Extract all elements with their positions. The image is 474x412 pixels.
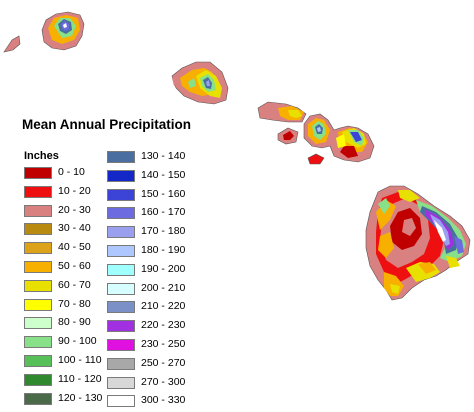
legend-swatch: [107, 338, 135, 351]
island-kahoolawe: [307, 153, 325, 165]
legend-swatch: [24, 279, 52, 292]
legend-label: 190 - 200: [141, 262, 186, 275]
legend-label: 200 - 210: [141, 281, 186, 294]
island-molokai: [257, 101, 307, 123]
legend-swatch: [24, 336, 52, 349]
legend-label: 0 - 10: [58, 166, 85, 178]
legend-swatch: [24, 204, 52, 217]
legend-swatch: [24, 373, 52, 386]
legend-label: 300 - 330: [141, 394, 186, 407]
legend-label: 130 - 140: [141, 150, 186, 162]
legend-swatch: [107, 226, 135, 239]
legend-label: 150 - 160: [141, 187, 186, 200]
island-oahu: [171, 61, 229, 105]
legend-swatch: [107, 395, 135, 408]
legend-swatch: [24, 185, 52, 198]
legend-swatch: [107, 188, 135, 201]
island-hawaii: [365, 185, 471, 301]
legend-swatch: [24, 242, 52, 255]
legend-label: 160 - 170: [141, 206, 186, 219]
legend-label: 100 - 110: [58, 353, 102, 366]
legend-label: 170 - 180: [141, 225, 186, 238]
legend-label: 60 - 70: [58, 278, 91, 291]
legend-label: 140 - 150: [141, 168, 186, 181]
legend-swatch: [24, 223, 52, 236]
island-lanai: [277, 127, 299, 145]
legend-swatch: [24, 354, 52, 367]
legend-label: 210 - 220: [141, 300, 186, 313]
island-niihau: [3, 35, 21, 53]
legend-swatch: [107, 263, 135, 276]
legend-swatch: [24, 298, 52, 311]
legend-label: 40 - 50: [58, 241, 91, 254]
legend-swatch: [107, 320, 135, 333]
legend-swatch: [107, 376, 135, 389]
legend-swatch: [24, 317, 52, 330]
legend-label: 180 - 190: [141, 243, 186, 256]
island-maui: [303, 113, 375, 163]
island-kauai: [41, 11, 85, 51]
legend-label: 80 - 90: [58, 316, 91, 329]
legend-label: 70 - 80: [58, 297, 91, 310]
legend-label: 30 - 40: [58, 222, 91, 235]
legend-label: 110 - 120: [58, 372, 102, 385]
legend-swatch: [107, 207, 135, 220]
legend-swatch: [107, 151, 135, 163]
legend-label: 50 - 60: [58, 259, 91, 272]
legend-label: 120 - 130: [58, 391, 103, 404]
legend-label: 10 - 20: [58, 184, 91, 197]
legend-swatch: [107, 244, 135, 257]
legend-units-label: Inches: [24, 150, 59, 162]
legend-swatch: [24, 392, 52, 405]
legend-label: 220 - 230: [141, 319, 186, 332]
legend-label: 250 - 270: [141, 356, 186, 369]
legend-swatch: [24, 167, 52, 179]
legend-label: 230 - 250: [141, 337, 186, 350]
legend-swatch: [107, 301, 135, 314]
legend-swatch: [107, 282, 135, 295]
legend-title: Mean Annual Precipitation: [22, 117, 192, 132]
legend-swatch: [24, 260, 52, 273]
legend-label: 270 - 300: [141, 375, 186, 388]
legend-label: 20 - 30: [58, 203, 91, 216]
legend-swatch: [107, 357, 135, 370]
legend-label: 90 - 100: [58, 335, 97, 348]
legend-swatch: [107, 169, 135, 182]
